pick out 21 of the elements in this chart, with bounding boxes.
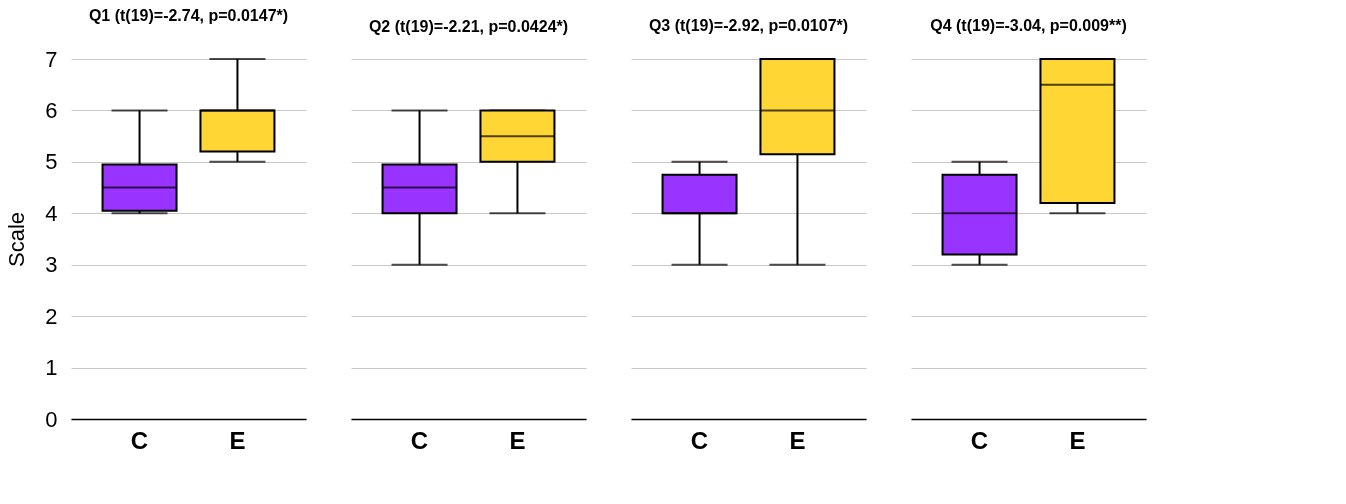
- y-tick-label: 3: [45, 252, 58, 278]
- y-tick-label: 5: [45, 149, 58, 175]
- x-tick-label: E: [509, 426, 526, 454]
- chart-title: Q2 (t(19)=-2.21, p=0.0424*): [368, 18, 569, 35]
- y-axis-title: Scale: [4, 211, 30, 268]
- x-tick-label: E: [229, 426, 246, 454]
- x-tick-label: E: [1069, 426, 1086, 454]
- x-tick-label: E: [789, 426, 806, 454]
- y-tick-label: 7: [45, 46, 58, 72]
- chart-title: Q1 (t(19)=-2.74, p=0.0147*): [88, 7, 289, 24]
- x-tick-label: C: [970, 426, 989, 454]
- y-tick-label: 6: [45, 97, 58, 123]
- x-tick-label: C: [130, 426, 149, 454]
- chart-title: Q4 (t(19)=-3.04, p=0.009**): [930, 17, 1127, 34]
- y-tick-label: 2: [45, 303, 58, 329]
- chart-title: Q3 (t(19)=-2.92, p=0.0107*): [648, 17, 849, 34]
- y-tick-label: 1: [45, 355, 58, 381]
- y-tick-label: 0: [45, 406, 58, 432]
- x-tick-label: C: [690, 426, 709, 454]
- y-tick-label: 4: [45, 200, 58, 226]
- x-tick-label: C: [410, 426, 429, 454]
